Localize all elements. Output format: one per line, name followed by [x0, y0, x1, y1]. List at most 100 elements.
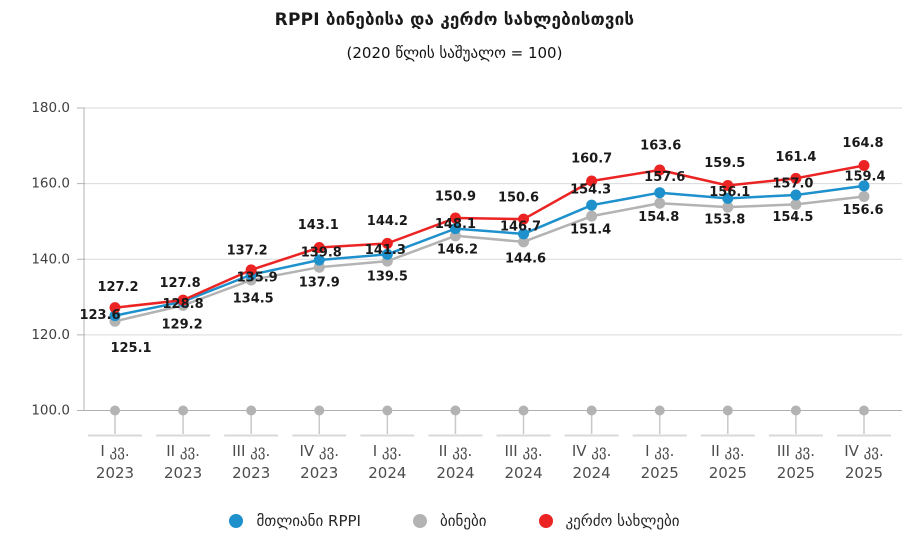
data-label: 159.5	[704, 156, 745, 171]
data-label: 129.2	[162, 318, 203, 333]
x-axis-label-year: 2024	[504, 464, 542, 482]
x-axis-label-year: 2024	[436, 464, 474, 482]
y-axis-label: 120.0	[31, 327, 70, 343]
data-point	[858, 159, 870, 171]
x-axis-label-quarter: IV კვ.	[299, 442, 339, 460]
x-axis-label-year: 2023	[232, 464, 270, 482]
data-point	[109, 302, 121, 314]
data-label: 154.5	[772, 210, 813, 225]
y-axis-label: 160.0	[31, 176, 70, 192]
data-label: 154.3	[570, 183, 611, 198]
data-label: 150.9	[435, 190, 476, 205]
baseline-marker	[178, 405, 189, 416]
data-label: 128.8	[163, 297, 204, 312]
data-label: 146.7	[500, 219, 541, 234]
x-axis-label-year: 2024	[368, 464, 406, 482]
data-label: 125.1	[110, 341, 151, 356]
data-point	[449, 212, 461, 224]
y-axis-label: 140.0	[31, 251, 70, 267]
data-point	[790, 198, 802, 210]
x-axis-label-year: 2023	[300, 464, 338, 482]
data-label: 127.8	[160, 276, 201, 291]
data-point	[722, 192, 734, 204]
legend-marker-private-houses-icon	[538, 514, 553, 528]
data-point	[790, 189, 802, 201]
baseline-marker	[450, 405, 461, 416]
data-label: 134.5	[233, 292, 274, 307]
y-axis-label: 180.0	[31, 100, 70, 116]
data-point	[109, 310, 121, 322]
y-axis-label: 100.0	[31, 403, 70, 419]
legend-label-private-houses: კერძო სახლები	[565, 512, 680, 530]
data-label: 150.6	[498, 191, 539, 206]
plot-area: 100.0 120.0 140.0 160.0 180.0 I კვ. 2023 II კვ.…	[31, 100, 902, 482]
data-label: 123.6	[79, 308, 120, 323]
data-point	[518, 236, 530, 248]
data-point	[654, 187, 666, 199]
data-point	[790, 172, 802, 184]
data-label: 151.4	[570, 223, 611, 238]
x-axis-label-quarter: IV კვ.	[844, 442, 884, 460]
baseline-marker	[790, 405, 801, 416]
legend: მთლიანი RPPI ბინები კერძო სახლები	[0, 512, 909, 530]
x-axis-label-quarter: I კვ.	[100, 442, 129, 460]
data-point	[381, 237, 393, 249]
legend-label-total-rppi: მთლიანი RPPI	[256, 512, 361, 530]
x-axis-label-year: 2023	[164, 464, 202, 482]
data-point	[722, 201, 734, 213]
data-point	[722, 180, 734, 192]
baseline-marker	[246, 405, 257, 416]
data-point	[449, 223, 461, 235]
data-label: 154.8	[638, 210, 679, 225]
legend-item-apartments: ბინები	[412, 512, 487, 530]
baseline-marker	[110, 405, 120, 416]
data-label: 156.1	[709, 185, 750, 200]
x-axis-label-quarter: I კვ.	[373, 442, 402, 460]
x-axis-label-quarter: III კვ.	[232, 442, 270, 460]
data-point	[586, 210, 598, 222]
data-label: 143.1	[298, 218, 339, 233]
data-label: 137.9	[299, 276, 340, 291]
series-line	[113, 164, 866, 309]
baseline-marker	[586, 405, 597, 416]
data-label: 163.6	[640, 139, 681, 154]
data-label: 156.6	[842, 203, 883, 218]
x-axis-label-year: 2025	[709, 464, 747, 482]
data-label: 127.2	[97, 280, 138, 295]
data-label: 157.6	[644, 170, 685, 185]
series-line	[113, 195, 866, 323]
data-label: 148.1	[435, 217, 476, 232]
data-label: 146.2	[437, 242, 478, 257]
baseline-marker	[722, 405, 733, 416]
baseline-marker	[654, 405, 665, 416]
chart-title: RPPI ბინებისა და კერძო სახლებისთვის	[274, 10, 635, 30]
x-axis-label-quarter: II კვ.	[439, 442, 473, 460]
data-label: 141.3	[365, 243, 406, 258]
legend-marker-apartments-icon	[412, 514, 427, 528]
data-label: 135.9	[237, 270, 278, 285]
x-axis-label-year: 2025	[777, 464, 815, 482]
x-axis-label-year: 2025	[845, 464, 883, 482]
data-label: 153.8	[704, 213, 745, 228]
baseline-marker	[518, 405, 529, 416]
x-axis-label-year: 2025	[641, 464, 679, 482]
data-label: 139.5	[367, 270, 408, 285]
data-label: 139.8	[301, 246, 342, 261]
x-axis-label-quarter: III კვ.	[777, 442, 815, 460]
baseline-marker	[382, 405, 393, 416]
x-axis-label-year: 2023	[96, 464, 134, 482]
data-label: 157.0	[772, 176, 813, 191]
data-point	[586, 199, 598, 211]
data-point	[381, 248, 393, 260]
data-point	[518, 213, 530, 225]
data-point	[313, 242, 325, 254]
data-label: 137.2	[227, 243, 268, 258]
x-axis-label-quarter: III კვ.	[504, 442, 542, 460]
data-label: 159.4	[844, 169, 885, 184]
legend-item-private-houses: კერძო სახლები	[538, 512, 680, 530]
legend-item-total-rppi: მთლიანი RPPI	[229, 512, 361, 530]
x-axis-label-quarter: II კვ.	[166, 442, 200, 460]
data-point	[245, 264, 257, 276]
x-axis-label-quarter: I კვ.	[645, 442, 674, 460]
series-line	[113, 184, 866, 317]
